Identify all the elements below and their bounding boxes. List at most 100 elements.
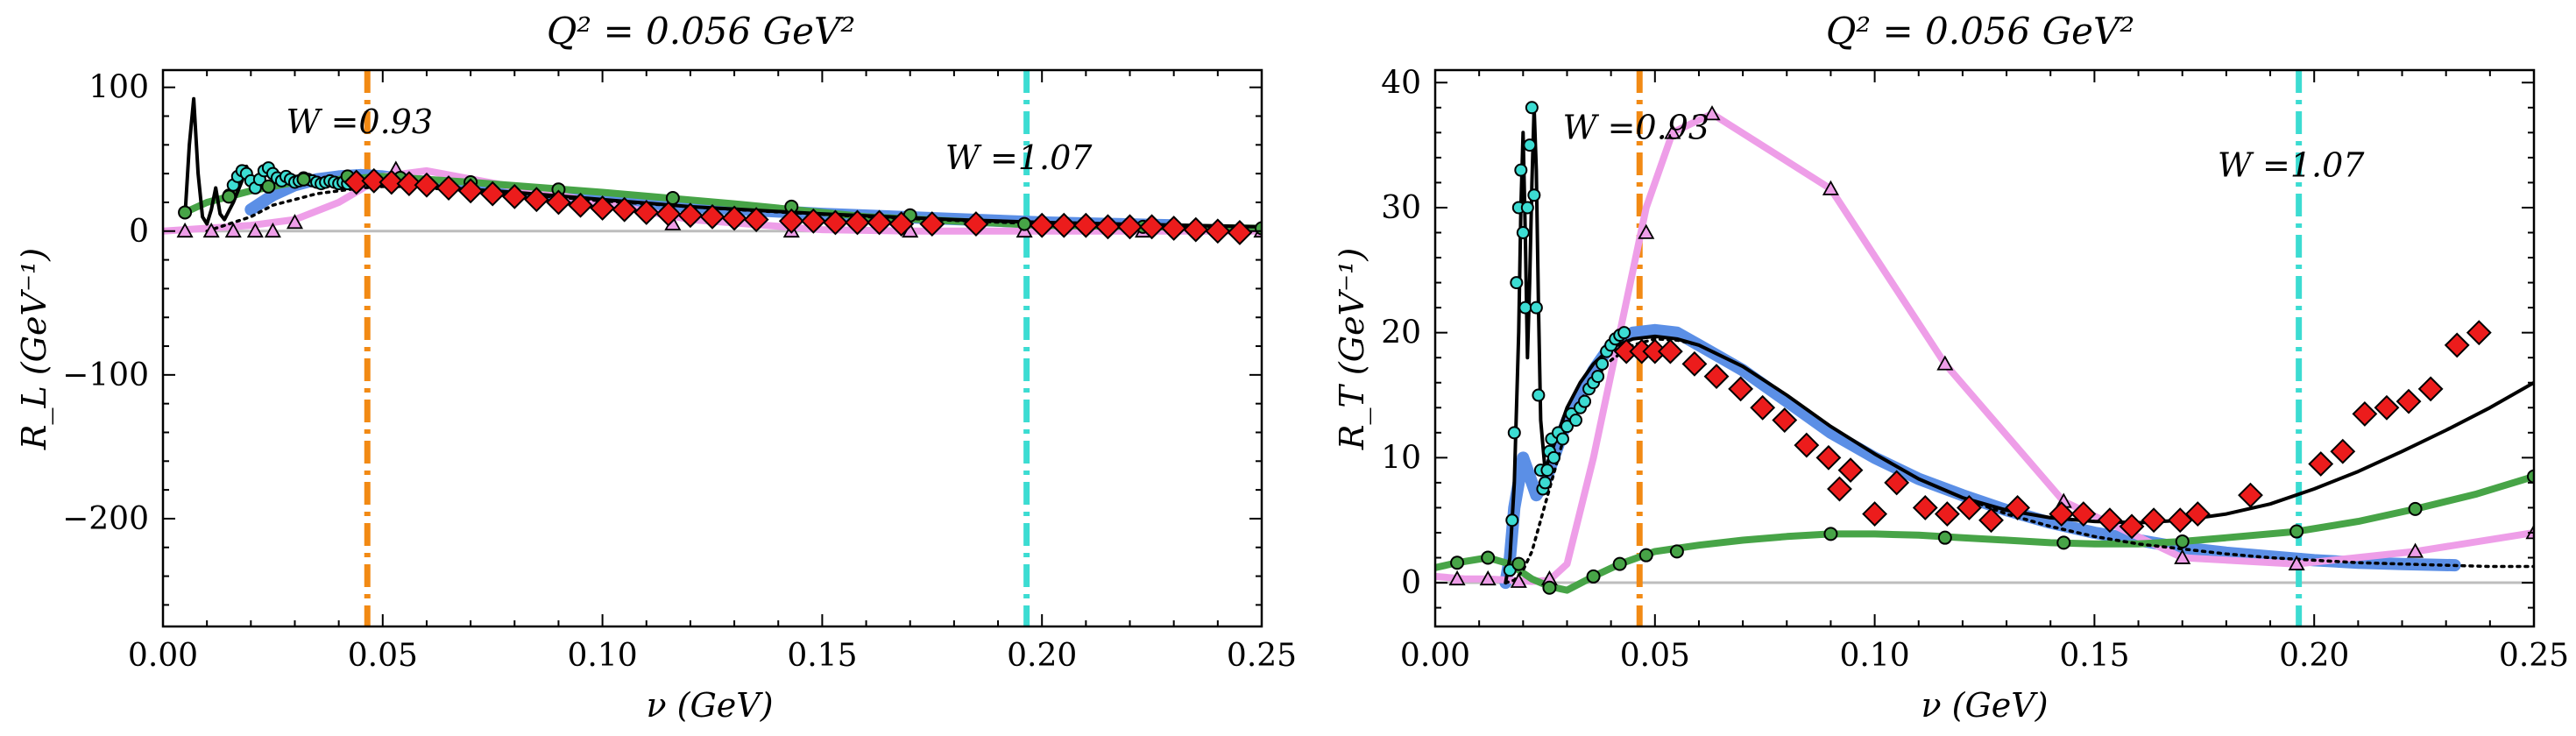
rt-cyan-dots-marker [1532,388,1546,402]
rl-triangles-marker [202,222,220,238]
rt-triangles-marker [2407,542,2424,558]
rt-cyan-dots-marker [1560,420,1574,434]
rl-red-diamonds-marker [612,196,638,223]
rl-red-diamonds-marker [743,207,769,233]
rt-red-diamonds-marker [2417,376,2444,402]
rl-red-diamonds-marker [435,175,462,201]
rl-w-annotation-1: W =1.07 [945,138,1093,177]
rl-red-diamonds-marker [677,202,704,229]
rl-x-axis-label: ν (GeV) [646,686,773,725]
rt-x-tick-label: 0.00 [1400,638,1470,674]
rt-green-dots-marker [1481,550,1496,565]
rt-cyan-dots-marker [1525,101,1539,115]
rl-y-tick-label: −200 [62,501,149,537]
rt-red-diamonds-marker [1934,501,1960,527]
rt-y-tick-label: 40 [1381,65,1421,101]
rl-red-diamonds-marker [546,189,571,216]
rl-plot-area [163,70,1262,626]
rt-w-annotation-0: W =0.93 [1562,108,1709,146]
rt-green-dots-marker [1511,556,1526,571]
rt-x-tick-label: 0.20 [2279,638,2349,674]
rl-triangles-marker [264,222,281,238]
rt-triangles-marker [1936,355,1954,371]
rt-red-diamonds-marker [2308,451,2334,477]
rl-red-diamonds-marker [721,205,747,231]
rt-plot-area [1435,70,2534,626]
rt-red-diamonds-marker [2070,501,2097,527]
rt-cyan-dots-marker [1578,394,1592,408]
rt-triangles-marker [1479,570,1497,586]
rl-red-diamonds-marker [699,203,725,230]
rt-red-diamonds-marker [1772,407,1798,433]
rt-series-1 [1435,110,2534,585]
rl-x-tick-label: 0.10 [568,638,638,674]
rl-panel-title: Q² = 0.056 GeV² [547,10,855,53]
rl-x-tick-label: 0.00 [128,638,198,674]
rt-y-tick-label: 30 [1381,190,1421,226]
rt-cyan-dots-marker [1520,201,1534,215]
rl-triangles-marker [224,222,242,238]
rt-red-diamonds-marker [1728,376,1754,402]
rt-x-tick-label: 0.15 [2059,638,2129,674]
rt-w-annotation-1: W =1.07 [2218,145,2365,184]
rt-x-tick-label: 0.05 [1620,638,1690,674]
rt-cyan-dots-marker [1617,326,1631,340]
rl-red-diamonds-marker [845,209,870,236]
rt-green-dots-marker [1669,544,1684,559]
rt-green-dots-marker [1638,548,1653,563]
rt-green-dots-marker [1542,580,1557,595]
rt-triangles-marker [2174,548,2191,564]
rl-red-diamonds-marker [501,183,527,209]
rt-red-diamonds-marker [2141,507,2167,534]
rl-red-diamonds-marker [888,211,915,237]
rt-green-dots-marker [1450,556,1465,570]
rt-red-diamonds-marker [1837,457,1864,484]
rt-panel-title: Q² = 0.056 GeV² [1826,10,2134,53]
rt-series-2 [1435,472,2534,594]
rt-cyan-dots-marker [1527,188,1541,202]
rt-triangles-marker [1638,223,1655,239]
rl-red-diamonds-marker [414,172,440,198]
rt-x-axis-label: ν (GeV) [1921,686,2048,725]
rl-triangles-marker [176,222,194,238]
rt-triangles-marker [2288,555,2305,570]
rt-red-diamonds-marker [2097,507,2123,534]
rl-y-tick-label: 100 [88,70,149,106]
rt-y-tick-label: 20 [1381,315,1421,351]
rt-green-dots-marker [2289,524,2304,539]
rl-red-diamonds-marker [1139,214,1165,240]
rt-red-diamonds-marker [2184,501,2211,527]
rt-cyan-dots-marker [1569,414,1583,428]
rt-red-diamonds-marker [2444,332,2470,358]
rt-red-diamonds-marker [2049,501,2075,527]
rt-red-diamonds-marker [1862,501,1888,527]
rt-cyan-dots-marker [1596,357,1610,371]
rl-red-diamonds-marker [479,180,506,207]
rl-y-tick-label: 0 [129,214,149,250]
rl-red-diamonds-marker [1051,212,1077,238]
rl-red-diamonds-marker [1029,212,1055,238]
rt-series-4 [1504,337,2534,584]
rt-red-diamonds-marker [2466,320,2492,346]
rl-red-diamonds-marker [361,167,387,194]
rt-triangles-marker [1822,180,1839,195]
rt-red-diamonds-marker [1827,476,1852,502]
rl-red-diamonds-marker [1183,216,1209,243]
rl-green-dots-marker [178,205,193,220]
rl-x-tick-label: 0.15 [787,638,857,674]
rl-red-diamonds-marker [1117,214,1143,240]
rt-x-tick-label: 0.25 [2499,638,2569,674]
rt-green-dots-marker [2175,534,2190,548]
rt-triangles-marker [1703,105,1721,121]
rt-cyan-dots-marker [1510,276,1524,290]
rt-cyan-dots-marker [1546,450,1560,464]
rl-red-diamonds-marker [867,209,893,236]
rt-y-tick-label: 0 [1401,565,1421,601]
rt-green-dots-marker [2527,469,2534,484]
rt-triangles-marker [1664,124,1681,139]
rt-red-diamonds-marker [1681,350,1708,377]
rl-red-diamonds-marker [379,169,405,195]
rt-cyan-dots-marker [1529,301,1543,315]
rt-red-diamonds-marker [2374,394,2400,421]
